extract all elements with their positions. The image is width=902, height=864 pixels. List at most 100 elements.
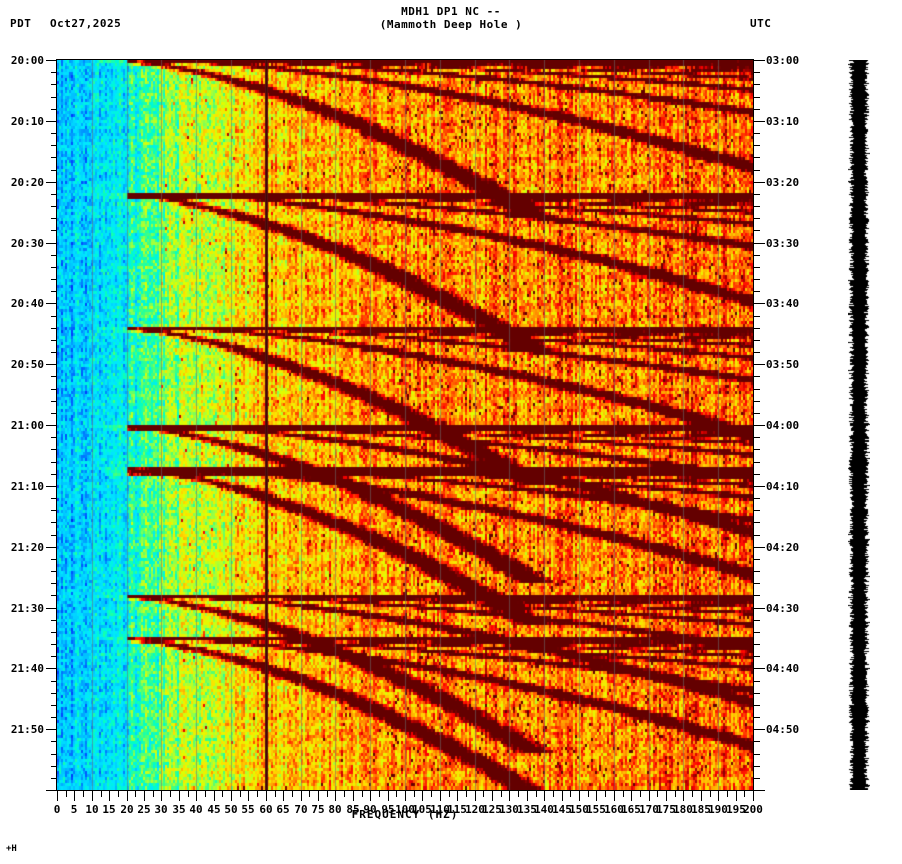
frequency-minor-tick — [309, 791, 310, 797]
left-axis-major-tick — [46, 303, 57, 304]
right-axis-minor-tick — [754, 376, 760, 377]
left-axis-minor-tick — [51, 632, 57, 633]
left-time-label: 20:40 — [10, 297, 44, 310]
left-axis-minor-tick — [51, 754, 57, 755]
frequency-major-tick — [74, 791, 75, 801]
left-axis-major-tick — [46, 182, 57, 183]
right-axis-major-tick — [754, 486, 765, 487]
frequency-major-tick — [753, 791, 754, 801]
frequency-minor-tick — [483, 791, 484, 797]
right-axis-minor-tick — [754, 84, 760, 85]
right-time-label: 03:40 — [766, 297, 800, 310]
right-axis-minor-tick — [754, 571, 760, 572]
frequency-label: 40 — [189, 803, 203, 816]
frequency-label: 120 — [465, 803, 485, 816]
left-axis-minor-tick — [51, 778, 57, 779]
left-axis-minor-tick — [51, 717, 57, 718]
frequency-minor-tick — [101, 791, 102, 797]
left-axis-minor-tick — [51, 522, 57, 523]
left-time-label: 21:10 — [10, 480, 44, 493]
frequency-minor-tick — [188, 791, 189, 797]
right-axis-minor-tick — [754, 109, 760, 110]
right-axis-minor-tick — [754, 693, 760, 694]
right-axis-major-tick — [754, 60, 765, 61]
left-axis-minor-tick — [51, 620, 57, 621]
left-axis-minor-tick — [51, 401, 57, 402]
frequency-major-tick — [544, 791, 545, 801]
axis-right-line — [753, 60, 754, 791]
page-title: MDH1 DP1 NC -- — [401, 5, 501, 18]
left-axis-minor-tick — [51, 693, 57, 694]
right-axis-major-tick — [754, 608, 765, 609]
right-axis-minor-tick — [754, 510, 760, 511]
spectrogram-image — [57, 60, 753, 790]
frequency-major-tick — [196, 791, 197, 801]
frequency-label: 170 — [639, 803, 659, 816]
frequency-label: 160 — [604, 803, 624, 816]
left-axis-major-tick — [46, 60, 57, 61]
right-axis-minor-tick — [754, 291, 760, 292]
frequency-minor-tick — [135, 791, 136, 797]
left-axis-minor-tick — [51, 681, 57, 682]
frequency-major-tick — [457, 791, 458, 801]
left-axis-minor-tick — [51, 705, 57, 706]
frequency-label: 30 — [154, 803, 168, 816]
left-axis-major-tick — [46, 425, 57, 426]
spectrogram-plot — [57, 60, 753, 790]
frequency-major-tick — [57, 791, 58, 801]
right-axis-minor-tick — [754, 437, 760, 438]
left-axis-minor-tick — [51, 279, 57, 280]
right-axis-major-tick — [754, 425, 765, 426]
frequency-major-tick — [492, 791, 493, 801]
left-axis-minor-tick — [51, 97, 57, 98]
right-time-label: 03:30 — [766, 237, 800, 250]
right-axis-minor-tick — [754, 157, 760, 158]
frequency-label: 150 — [569, 803, 589, 816]
frequency-minor-tick — [240, 791, 241, 797]
frequency-label: 60 — [259, 803, 273, 816]
frequency-minor-tick — [153, 791, 154, 797]
frequency-major-tick — [701, 791, 702, 801]
frequency-minor-tick — [396, 791, 397, 797]
right-axis-minor-tick — [754, 449, 760, 450]
frequency-major-tick — [736, 791, 737, 801]
frequency-major-tick — [179, 791, 180, 801]
frequency-label: 95 — [381, 803, 395, 816]
frequency-major-tick — [614, 791, 615, 801]
left-time-label: 20:30 — [10, 237, 44, 250]
frequency-minor-tick — [640, 791, 641, 797]
frequency-minor-tick — [553, 791, 554, 797]
amplitude-trace-canvas — [848, 60, 870, 790]
right-axis-minor-tick — [754, 559, 760, 560]
right-axis-minor-tick — [754, 535, 760, 536]
left-axis-minor-tick — [51, 583, 57, 584]
frequency-label: 145 — [552, 803, 572, 816]
frequency-major-tick — [422, 791, 423, 801]
right-time-label: 04:10 — [766, 480, 800, 493]
right-axis-major-tick — [754, 121, 765, 122]
left-axis-minor-tick — [51, 206, 57, 207]
frequency-label: 75 — [311, 803, 325, 816]
left-axis-minor-tick — [51, 194, 57, 195]
left-axis-minor-tick — [51, 571, 57, 572]
right-time-label: 04:30 — [766, 602, 800, 615]
frequency-minor-tick — [657, 791, 658, 797]
left-time-label: 20:50 — [10, 358, 44, 371]
right-axis-minor-tick — [754, 279, 760, 280]
frequency-minor-tick — [536, 791, 537, 797]
frequency-major-tick — [440, 791, 441, 801]
left-axis-minor-tick — [51, 656, 57, 657]
frequency-label: 90 — [363, 803, 377, 816]
frequency-major-tick — [388, 791, 389, 801]
frequency-label: 135 — [517, 803, 537, 816]
left-axis-minor-tick — [51, 413, 57, 414]
left-time-label: 21:20 — [10, 541, 44, 554]
frequency-major-tick — [631, 791, 632, 801]
frequency-label: 85 — [346, 803, 360, 816]
frequency-minor-tick — [170, 791, 171, 797]
right-axis-major-tick — [754, 364, 765, 365]
right-axis-minor-tick — [754, 462, 760, 463]
left-axis-minor-tick — [51, 498, 57, 499]
frequency-label: 10 — [85, 803, 99, 816]
frequency-label: 200 — [743, 803, 763, 816]
